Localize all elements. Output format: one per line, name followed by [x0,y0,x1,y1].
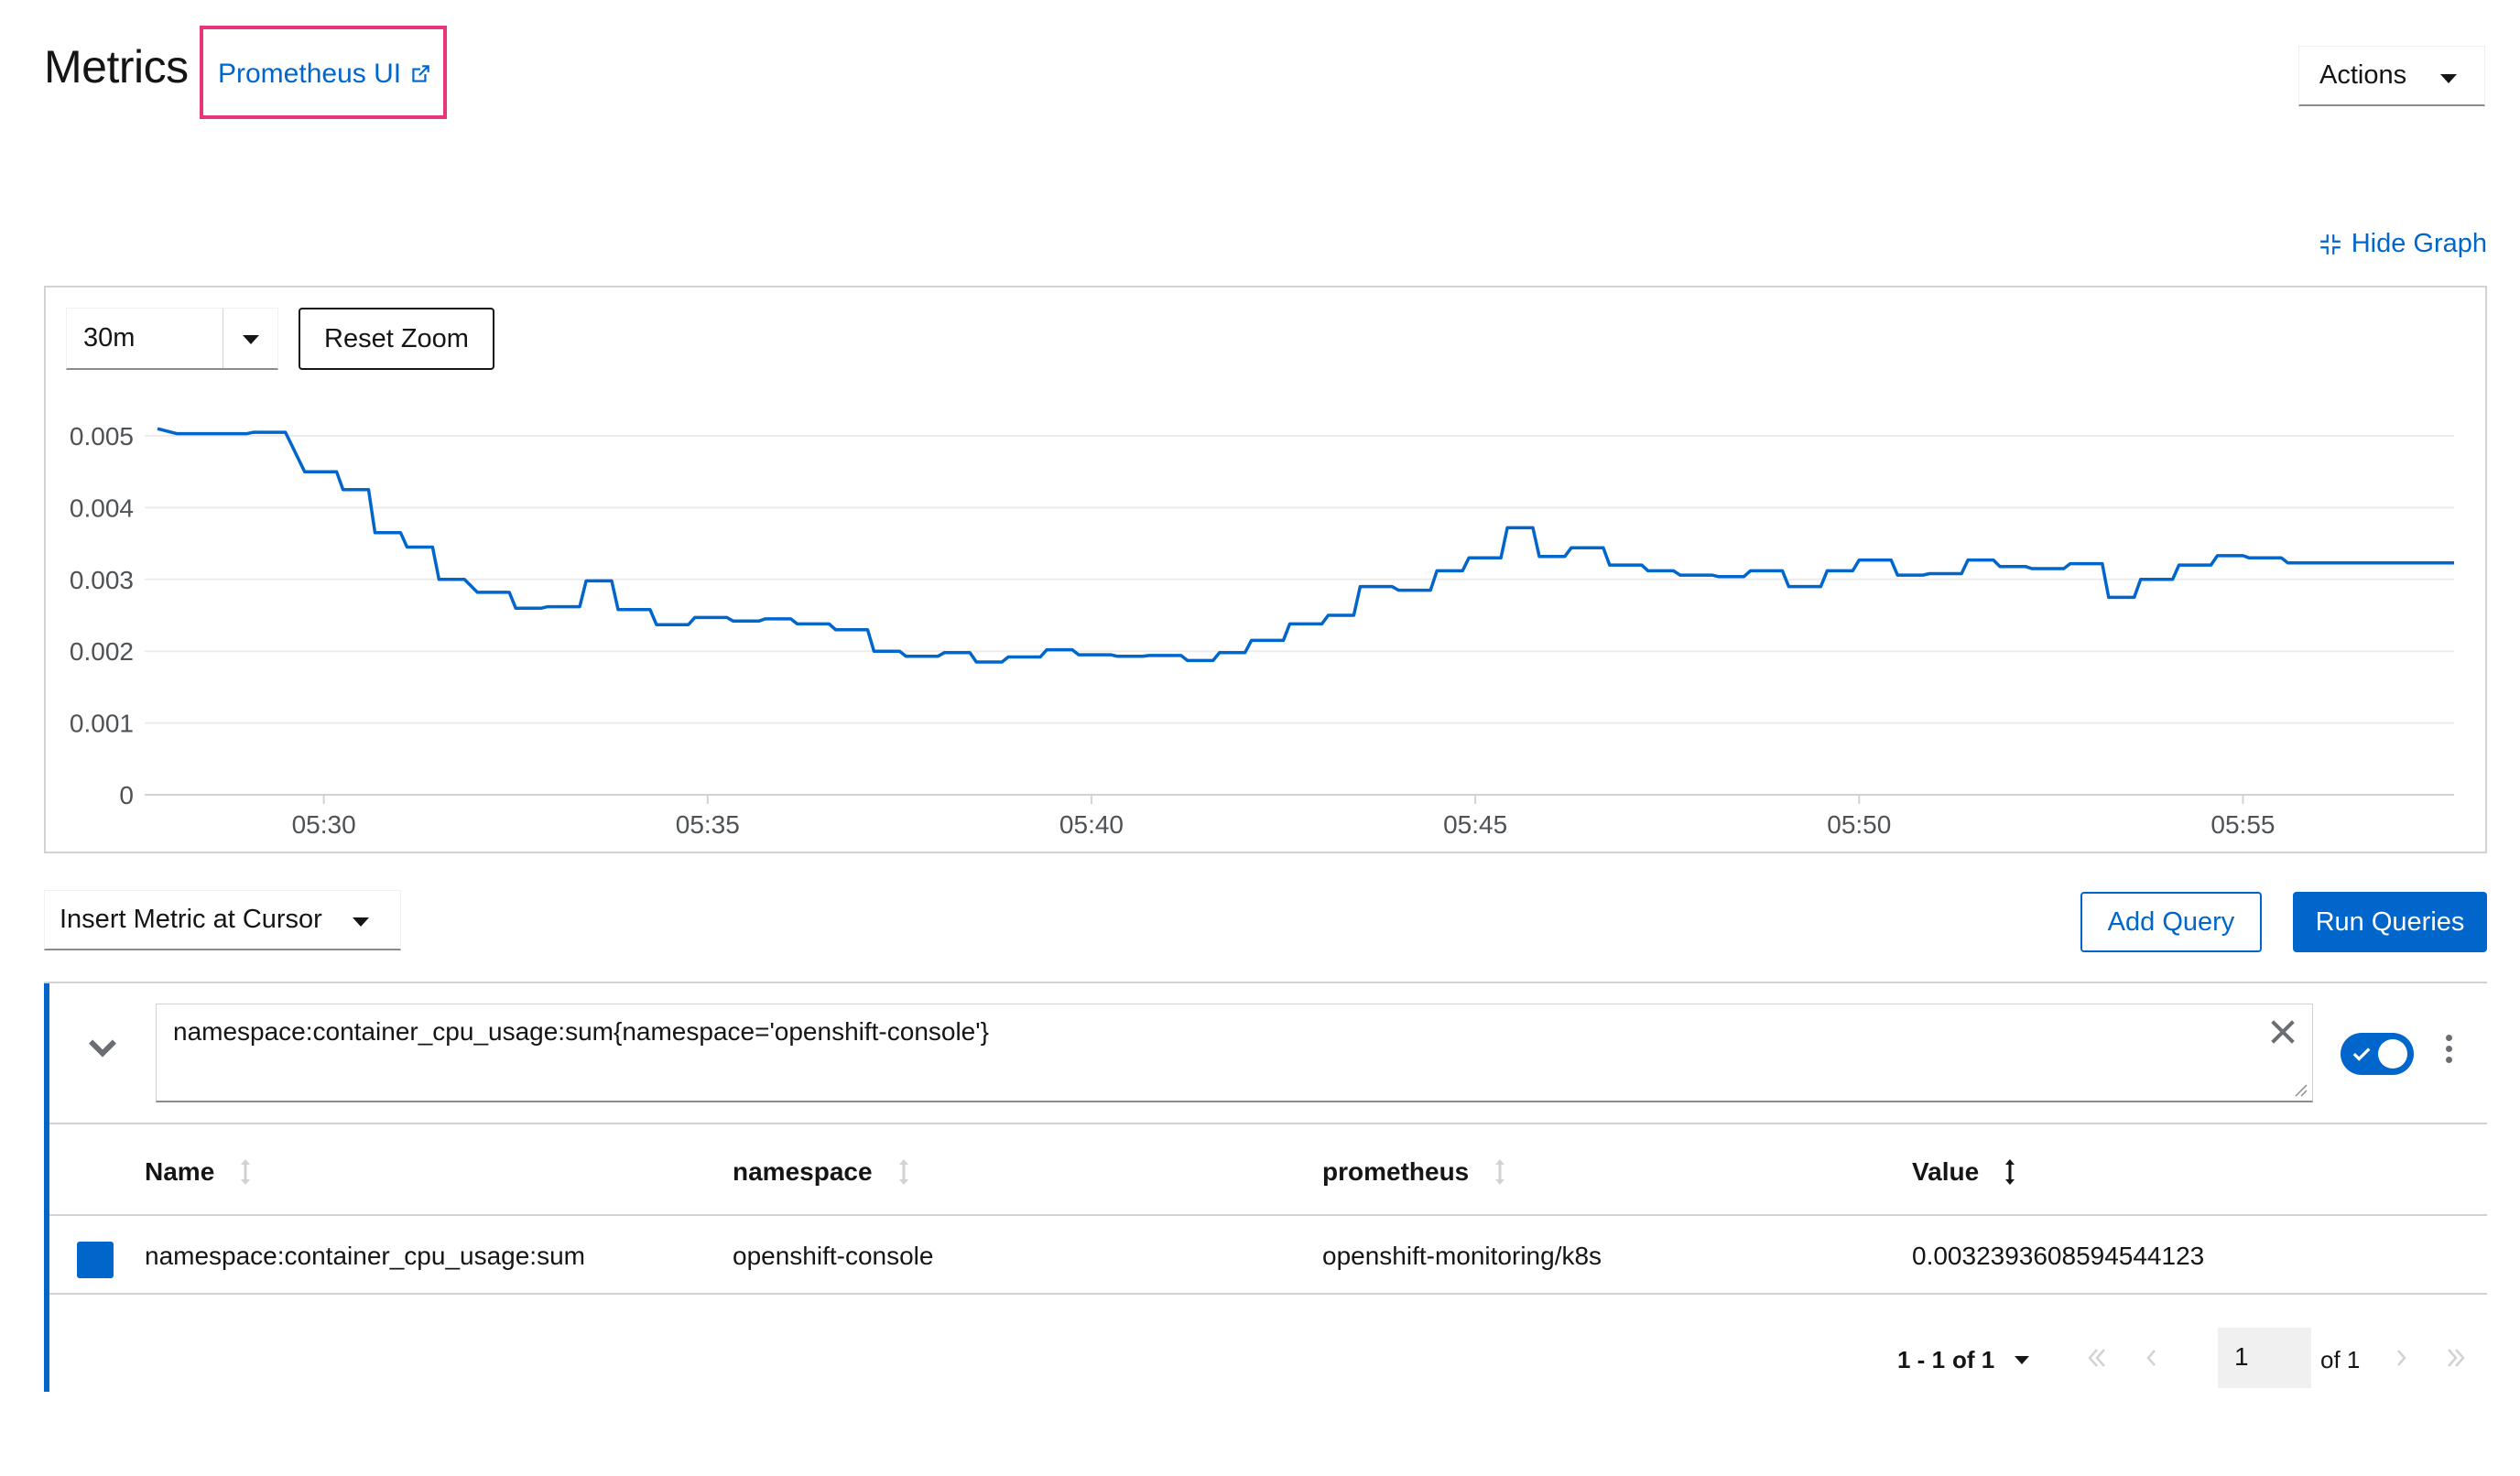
chevron-down-icon[interactable] [84,1033,121,1069]
table-cell-namespace: openshift-console [733,1242,934,1270]
y-tick-label: 0.005 [70,422,134,450]
query-panel [44,982,2487,1392]
x-tick-label: 05:35 [676,810,740,839]
previous-page-icon[interactable] [2139,1344,2165,1372]
y-tick-label: 0 [119,781,134,809]
y-tick-label: 0.002 [70,637,134,666]
add-query-button[interactable]: Add Query [2080,892,2262,952]
column-header-namespace[interactable]: namespace [733,1157,911,1187]
column-header-prometheus[interactable]: prometheus [1322,1157,1507,1187]
first-page-icon[interactable] [2084,1344,2110,1372]
x-tick-label: 05:55 [2210,810,2275,839]
actions-label: Actions [2319,60,2407,90]
insert-metric-label: Insert Metric at Cursor [60,905,322,934]
graph-card: 30m Reset Zoom 0.005 0.004 0.003 0.002 0.001… [44,286,2487,853]
x-tick-label: 05:45 [1443,810,1507,839]
insert-metric-dropdown[interactable]: Insert Metric at Cursor [44,890,401,950]
per-page-dropdown[interactable]: 1 - 1 of 1 [1897,1346,2030,1374]
next-page-icon[interactable] [2388,1344,2414,1372]
highlight-box [200,26,447,119]
hide-graph-button[interactable]: Hide Graph [2319,229,2487,259]
caret-down-icon [353,917,369,927]
sort-icon [241,1159,251,1185]
metrics-chart[interactable]: 0.005 0.004 0.003 0.002 0.001 0 05:30 05:35 05:4… [46,288,2485,852]
y-tick-label: 0.001 [70,710,134,738]
sort-icon [898,1159,908,1185]
resize-handle-icon[interactable] [2293,1082,2308,1097]
query-enable-toggle[interactable] [2341,1033,2414,1075]
y-tick-label: 0.003 [70,566,134,594]
time-range-select[interactable]: 30m [66,308,278,370]
check-icon [2352,1047,2371,1061]
series-line[interactable] [157,427,2454,664]
divider [44,982,2487,983]
table-cell-value: 0.0032393608594544123 [1912,1242,2205,1270]
run-queries-button[interactable]: Run Queries [2293,892,2487,952]
last-page-icon[interactable] [2443,1344,2469,1372]
kebab-menu-icon[interactable] [2441,1035,2456,1071]
external-link-icon [412,65,429,82]
pagination-total: of 1 [1952,1346,1995,1373]
column-header-label: Value [1912,1157,1980,1186]
column-header-label: namespace [733,1157,873,1186]
caret-down-icon [2015,1356,2030,1364]
sort-icon [2005,1159,2015,1185]
page-number-input[interactable] [2218,1328,2311,1388]
table-cell-prometheus: openshift-monitoring/k8s [1322,1242,1602,1270]
x-tick-label: 05:50 [1827,810,1891,839]
actions-dropdown[interactable]: Actions [2298,46,2485,106]
prometheus-ui-link-label: Prometheus UI [218,59,402,89]
column-header-label: Name [145,1157,215,1186]
time-range-value: 30m [83,323,136,353]
series-color-swatch[interactable] [77,1242,114,1278]
column-header-label: prometheus [1322,1157,1470,1186]
y-tick-label: 0.004 [70,494,134,522]
column-header-value[interactable]: Value [1912,1157,2017,1187]
compress-icon [2319,233,2341,255]
prometheus-ui-link[interactable]: Prometheus UI [218,59,432,90]
table-cell-name: namespace:container_cpu_usage:sum [145,1242,585,1270]
caret-down-icon [2440,74,2457,83]
query-expression-input[interactable]: namespace:container_cpu_usage:sum{namesp… [156,1004,2313,1102]
caret-down-icon [243,335,259,344]
column-header-name[interactable]: Name [145,1157,253,1187]
reset-zoom-button[interactable]: Reset Zoom [299,308,494,370]
page-count: of 1 [2320,1346,2361,1373]
divider [49,1123,2487,1124]
sort-icon [1495,1159,1505,1185]
page-title: Metrics [44,41,189,92]
x-tick-label: 05:40 [1059,810,1124,839]
pagination-range: 1 - 1 [1897,1346,1946,1373]
divider [49,1293,2487,1295]
divider [49,1214,2487,1216]
hide-graph-label: Hide Graph [2351,229,2487,258]
close-icon[interactable] [2267,1016,2298,1047]
x-tick-label: 05:30 [292,810,356,839]
toggle-knob [2378,1039,2407,1069]
